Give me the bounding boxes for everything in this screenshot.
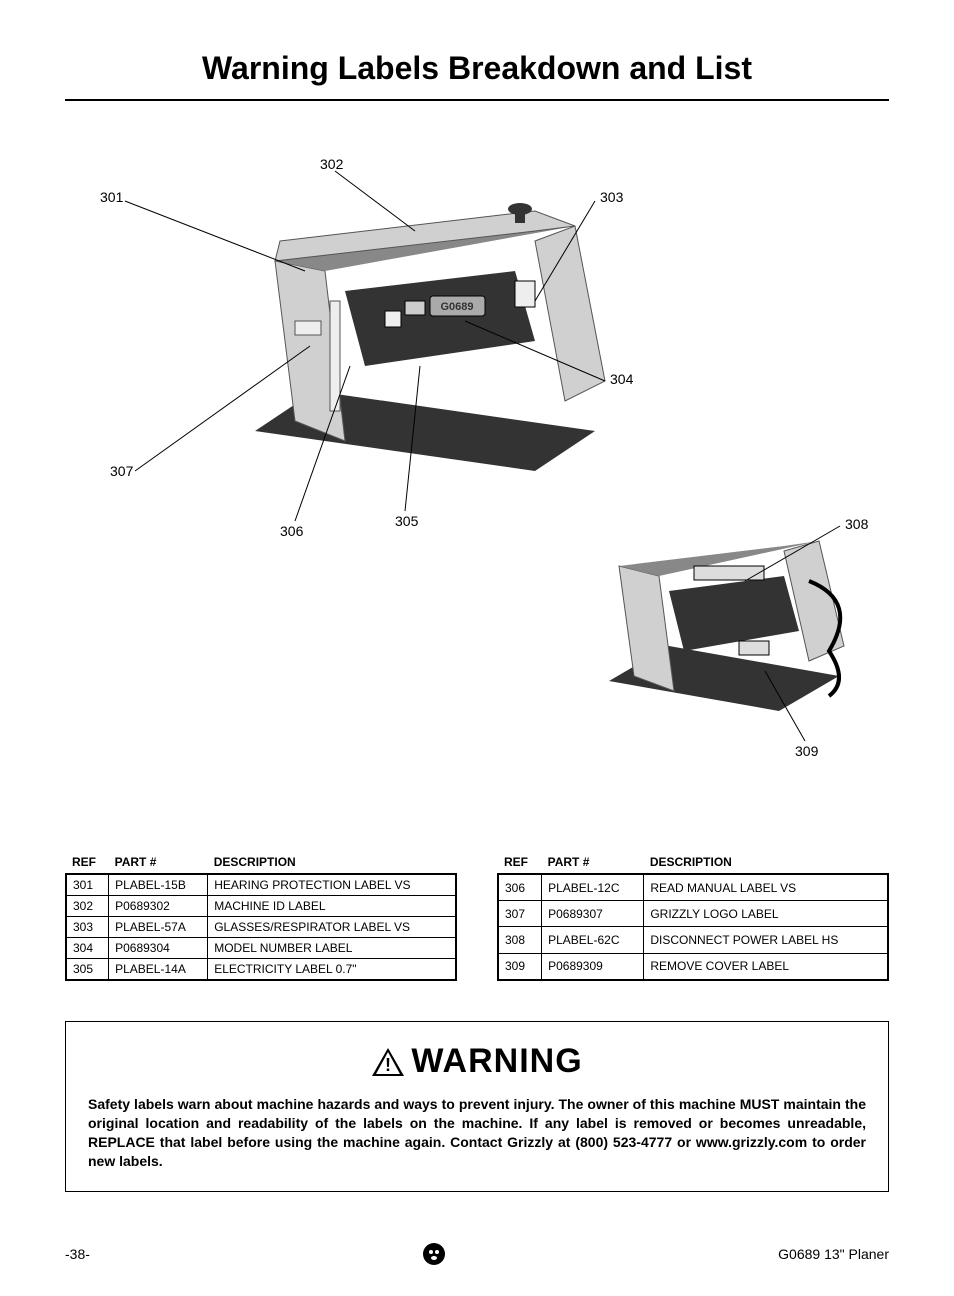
col-desc: DESCRIPTION (644, 851, 888, 874)
footer-page-number: -38- (65, 1246, 90, 1262)
callout-309: 309 (795, 743, 818, 759)
warning-heading: ! WARNING (88, 1042, 866, 1081)
table-row: 306PLABEL-12CREAD MANUAL LABEL VS (498, 874, 888, 901)
warning-word: WARNING (411, 1042, 582, 1081)
warning-box: ! WARNING Safety labels warn about machi… (65, 1021, 889, 1192)
leader-lines-back (65, 141, 889, 791)
col-desc: DESCRIPTION (208, 851, 456, 874)
page-footer: -38- G0689 13" Planer (65, 1242, 889, 1266)
table-row: 301PLABEL-15BHEARING PROTECTION LABEL VS (66, 874, 456, 896)
col-ref: REF (498, 851, 542, 874)
parts-table-right: REF PART # DESCRIPTION 306PLABEL-12CREAD… (497, 851, 889, 981)
table-row: 309P0689309REMOVE COVER LABEL (498, 953, 888, 980)
title-section: Warning Labels Breakdown and List (65, 50, 889, 101)
warning-body: Safety labels warn about machine hazards… (88, 1095, 866, 1171)
svg-text:!: ! (385, 1055, 391, 1075)
table-row: 307P0689307GRIZZLY LOGO LABEL (498, 901, 888, 927)
footer-model: G0689 13" Planer (778, 1246, 889, 1262)
table-row: 308PLABEL-62CDISCONNECT POWER LABEL HS (498, 927, 888, 953)
warning-triangle-icon: ! (371, 1047, 405, 1077)
grizzly-bear-icon (422, 1242, 446, 1266)
diagram-area: G0689 301 302 303 304 305 306 307 (65, 141, 889, 791)
table-row: 303PLABEL-57AGLASSES/RESPIRATOR LABEL VS (66, 917, 456, 938)
table-row: 305PLABEL-14AELECTRICITY LABEL 0.7" (66, 959, 456, 981)
page-title: Warning Labels Breakdown and List (65, 50, 889, 87)
parts-tables: REF PART # DESCRIPTION 301PLABEL-15BHEAR… (65, 851, 889, 981)
col-part: PART # (109, 851, 208, 874)
table-row: 304P0689304MODEL NUMBER LABEL (66, 938, 456, 959)
parts-table-left: REF PART # DESCRIPTION 301PLABEL-15BHEAR… (65, 851, 457, 981)
col-ref: REF (66, 851, 109, 874)
callout-308: 308 (845, 516, 868, 532)
col-part: PART # (542, 851, 644, 874)
table-row: 302P0689302MACHINE ID LABEL (66, 896, 456, 917)
